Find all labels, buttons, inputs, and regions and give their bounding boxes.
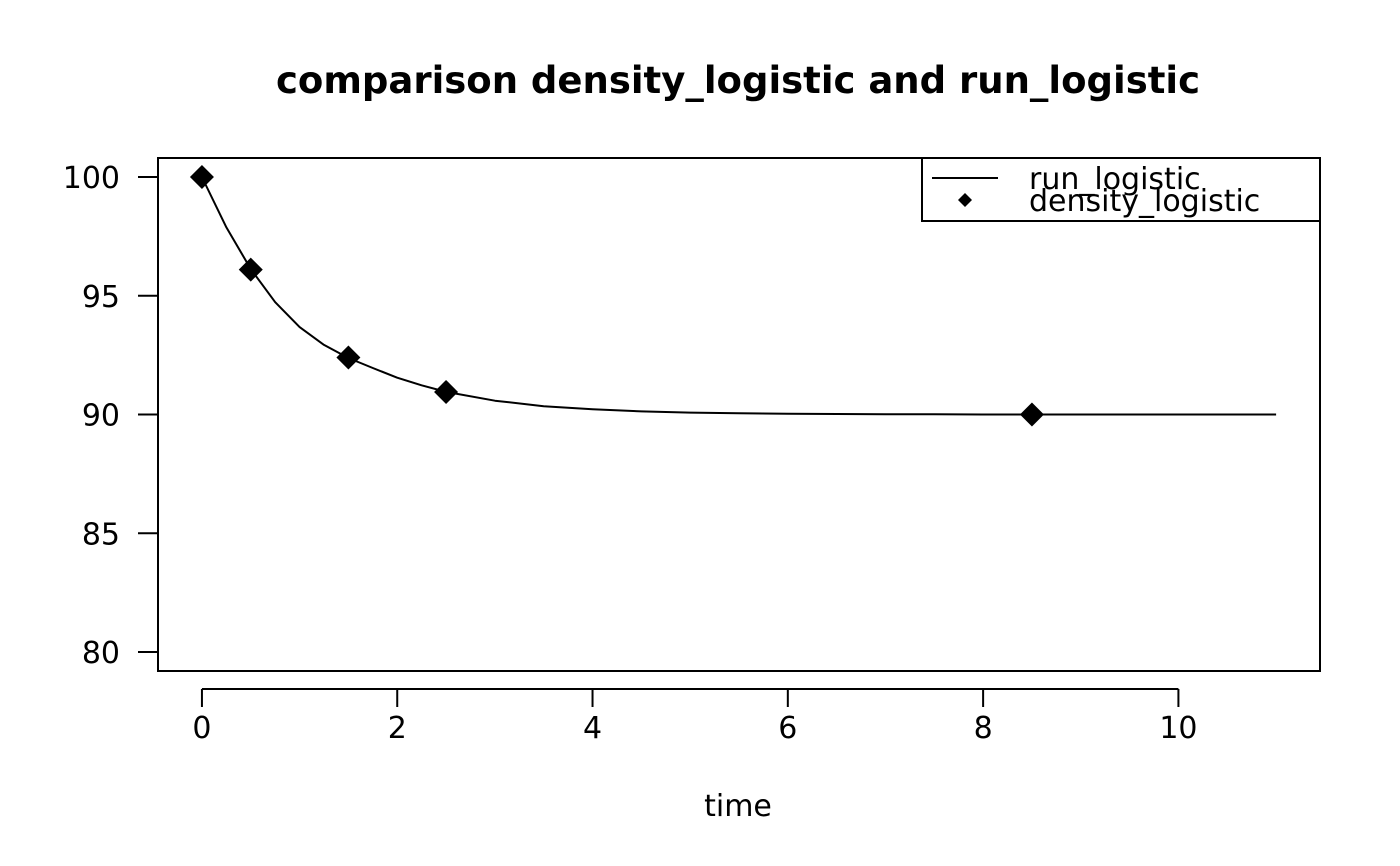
y-tick-label: 100 [63, 161, 120, 196]
x-tick-label: 4 [583, 711, 602, 746]
plot-series [189, 165, 1277, 427]
y-tick-label: 85 [82, 517, 120, 552]
x-tick-label: 8 [974, 711, 993, 746]
data-point-density-logistic [189, 165, 214, 189]
data-point-density-logistic [1019, 402, 1044, 427]
x-tick-label: 0 [192, 711, 211, 746]
series-line-run-logistic [201, 176, 1277, 416]
legend: run_logistic density_logistic [921, 157, 1321, 222]
chart-title: comparison density_logistic and run_logi… [276, 59, 1200, 102]
y-axis: 80 85 90 95 100 [63, 161, 159, 671]
data-point-density-logistic [336, 345, 361, 370]
x-axis: 0 2 4 6 8 10 [192, 688, 1198, 746]
y-tick-label: 95 [82, 280, 120, 315]
x-axis-label: time [704, 789, 772, 824]
data-point-density-logistic [434, 379, 459, 404]
legend-label-density-logistic: density_logistic [1029, 184, 1260, 219]
legend-diamond-swatch [958, 193, 972, 207]
data-point-density-logistic [238, 257, 263, 282]
y-tick-label: 80 [82, 636, 120, 671]
x-tick-label: 2 [388, 711, 407, 746]
x-tick-label: 6 [778, 711, 797, 746]
x-tick-label: 10 [1159, 711, 1197, 746]
legend-box [921, 157, 1321, 222]
legend-label-run-logistic: run_logistic [1029, 162, 1201, 197]
y-tick-label: 90 [82, 399, 120, 434]
